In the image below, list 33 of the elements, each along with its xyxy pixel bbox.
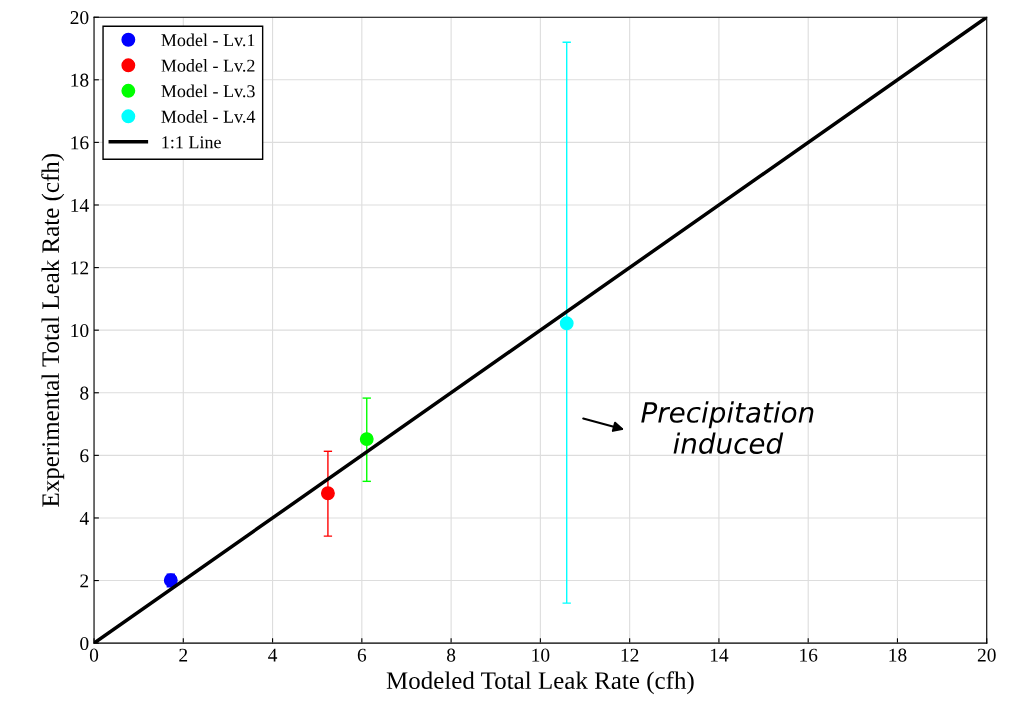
y-tick-label: 0 <box>80 636 89 651</box>
x-tick-label: 8 <box>446 648 456 662</box>
y-tick-label: 2 <box>80 574 89 588</box>
legend-label: Model - Lv.2 <box>161 59 255 72</box>
y-axis-title: Experimental Total Leak Rate (cfh) <box>41 153 65 507</box>
point <box>320 486 335 501</box>
y-tick-label: 18 <box>71 73 89 87</box>
y-tick-label: 20 <box>70 11 89 25</box>
x-tick-label: 12 <box>621 648 639 662</box>
x-tick-label: 14 <box>710 648 729 662</box>
y-tick-label: 14 <box>71 198 89 212</box>
annotation: Precipitation induced <box>641 401 814 454</box>
point <box>359 432 374 447</box>
x-tick-label: 6 <box>357 648 367 662</box>
legend-label: 1:1 Line <box>162 136 221 149</box>
y-tick-label: 6 <box>80 449 89 463</box>
y-tick-label: 10 <box>71 323 89 338</box>
point <box>559 316 574 331</box>
y-tick-label: 8 <box>80 386 89 400</box>
x-axis-title: Modeled Total Leak Rate (cfh) <box>386 671 694 695</box>
y-tick-label: 12 <box>71 261 89 275</box>
x-tick-label: 10 <box>532 648 550 662</box>
x-tick-label: 4 <box>268 648 278 662</box>
y-tick-label: 16 <box>71 136 89 150</box>
x-tick-label: 2 <box>179 648 188 662</box>
legend-label: Model - Lv.4 <box>161 110 256 123</box>
x-tick-label: 18 <box>889 648 907 662</box>
x-tick-label: 0 <box>89 648 99 662</box>
x-tick-label: 20 <box>977 648 996 662</box>
legend-label: Model - Lv.1 <box>161 33 255 47</box>
legend-label: Model - Lv.3 <box>161 84 255 98</box>
x-tick-label: 16 <box>800 648 818 662</box>
y-tick-label: 4 <box>79 511 89 525</box>
